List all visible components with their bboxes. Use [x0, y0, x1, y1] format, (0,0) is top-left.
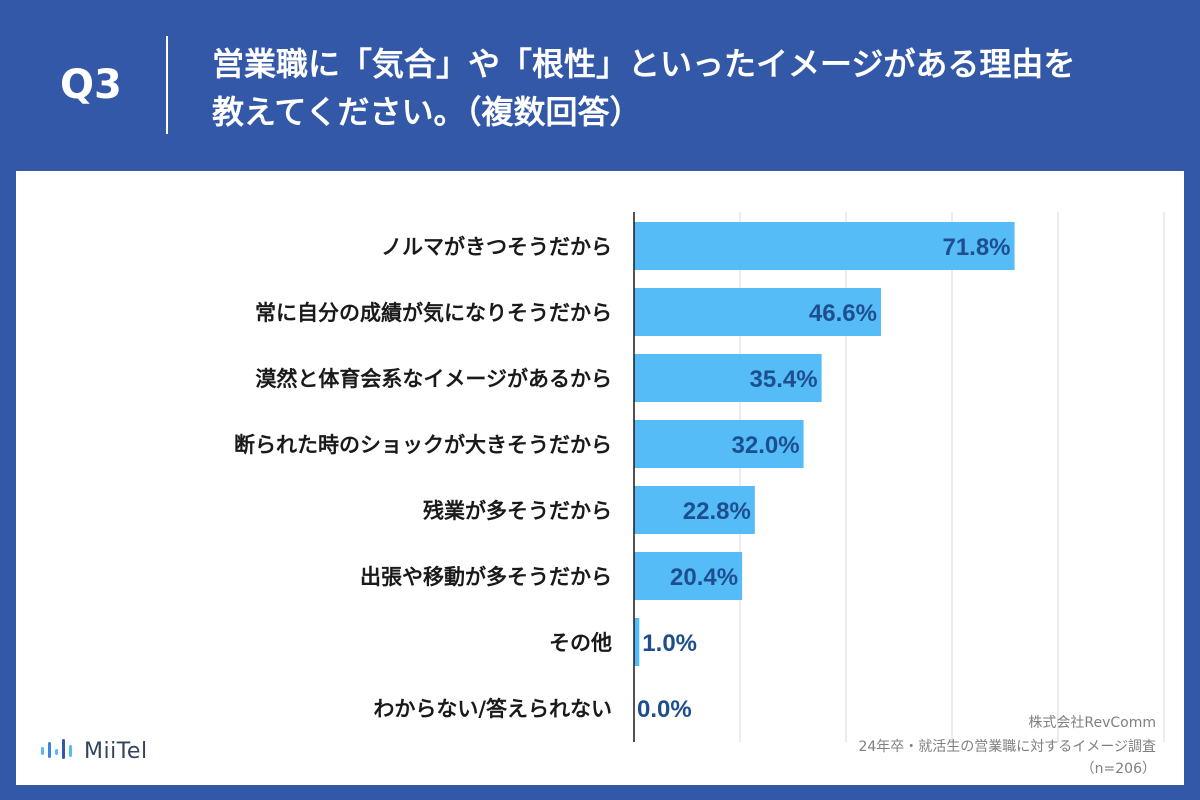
miitel-soundwave-icon — [40, 736, 76, 766]
question-number: Q3 — [60, 62, 122, 108]
value-label: 1.0% — [642, 630, 697, 657]
miitel-logo: MiiTel — [40, 736, 148, 766]
value-label: 22.8% — [683, 498, 751, 525]
value-label: 32.0% — [732, 432, 800, 459]
bar — [634, 486, 755, 534]
bar — [634, 552, 743, 600]
chart-panel — [16, 171, 1184, 785]
bar — [634, 420, 804, 468]
category-label: その他 — [549, 631, 612, 655]
category-label: 常に自分の成績が気になりそうだから — [255, 301, 612, 325]
bar — [634, 222, 1015, 270]
footer-company: 株式会社RevComm — [1028, 715, 1156, 731]
bar — [634, 288, 881, 336]
bar — [634, 618, 640, 666]
question-title: 営業職に「気合」や「根性」といったイメージがある理由を 教えてください。（複数回… — [212, 45, 1076, 131]
header: Q3 営業職に「気合」や「根性」といったイメージがある理由を 教えてください。（… — [0, 0, 1200, 170]
footer-sample: （n=206） — [1080, 761, 1156, 777]
category-label: 出張や移動が多そうだから — [360, 565, 612, 589]
value-label: 46.6% — [809, 300, 877, 327]
value-label: 0.0% — [637, 696, 692, 723]
category-label: 残業が多そうだから — [423, 499, 612, 523]
bar — [634, 354, 822, 402]
logo-text: MiiTel — [84, 738, 148, 764]
category-label: 断られた時のショックが大きそうだから — [234, 433, 612, 457]
category-label: わからない/答えられない — [373, 697, 612, 721]
header-divider — [166, 36, 168, 134]
value-label: 35.4% — [750, 366, 818, 393]
category-label: 漠然と体育会系なイメージがあるから — [255, 367, 612, 391]
category-label: ノルマがきつそうだから — [381, 235, 612, 259]
footer-survey: 24年卒・就活生の営業職に対するイメージ調査 — [858, 739, 1156, 755]
value-label: 71.8% — [942, 234, 1010, 261]
value-label: 20.4% — [670, 564, 738, 591]
